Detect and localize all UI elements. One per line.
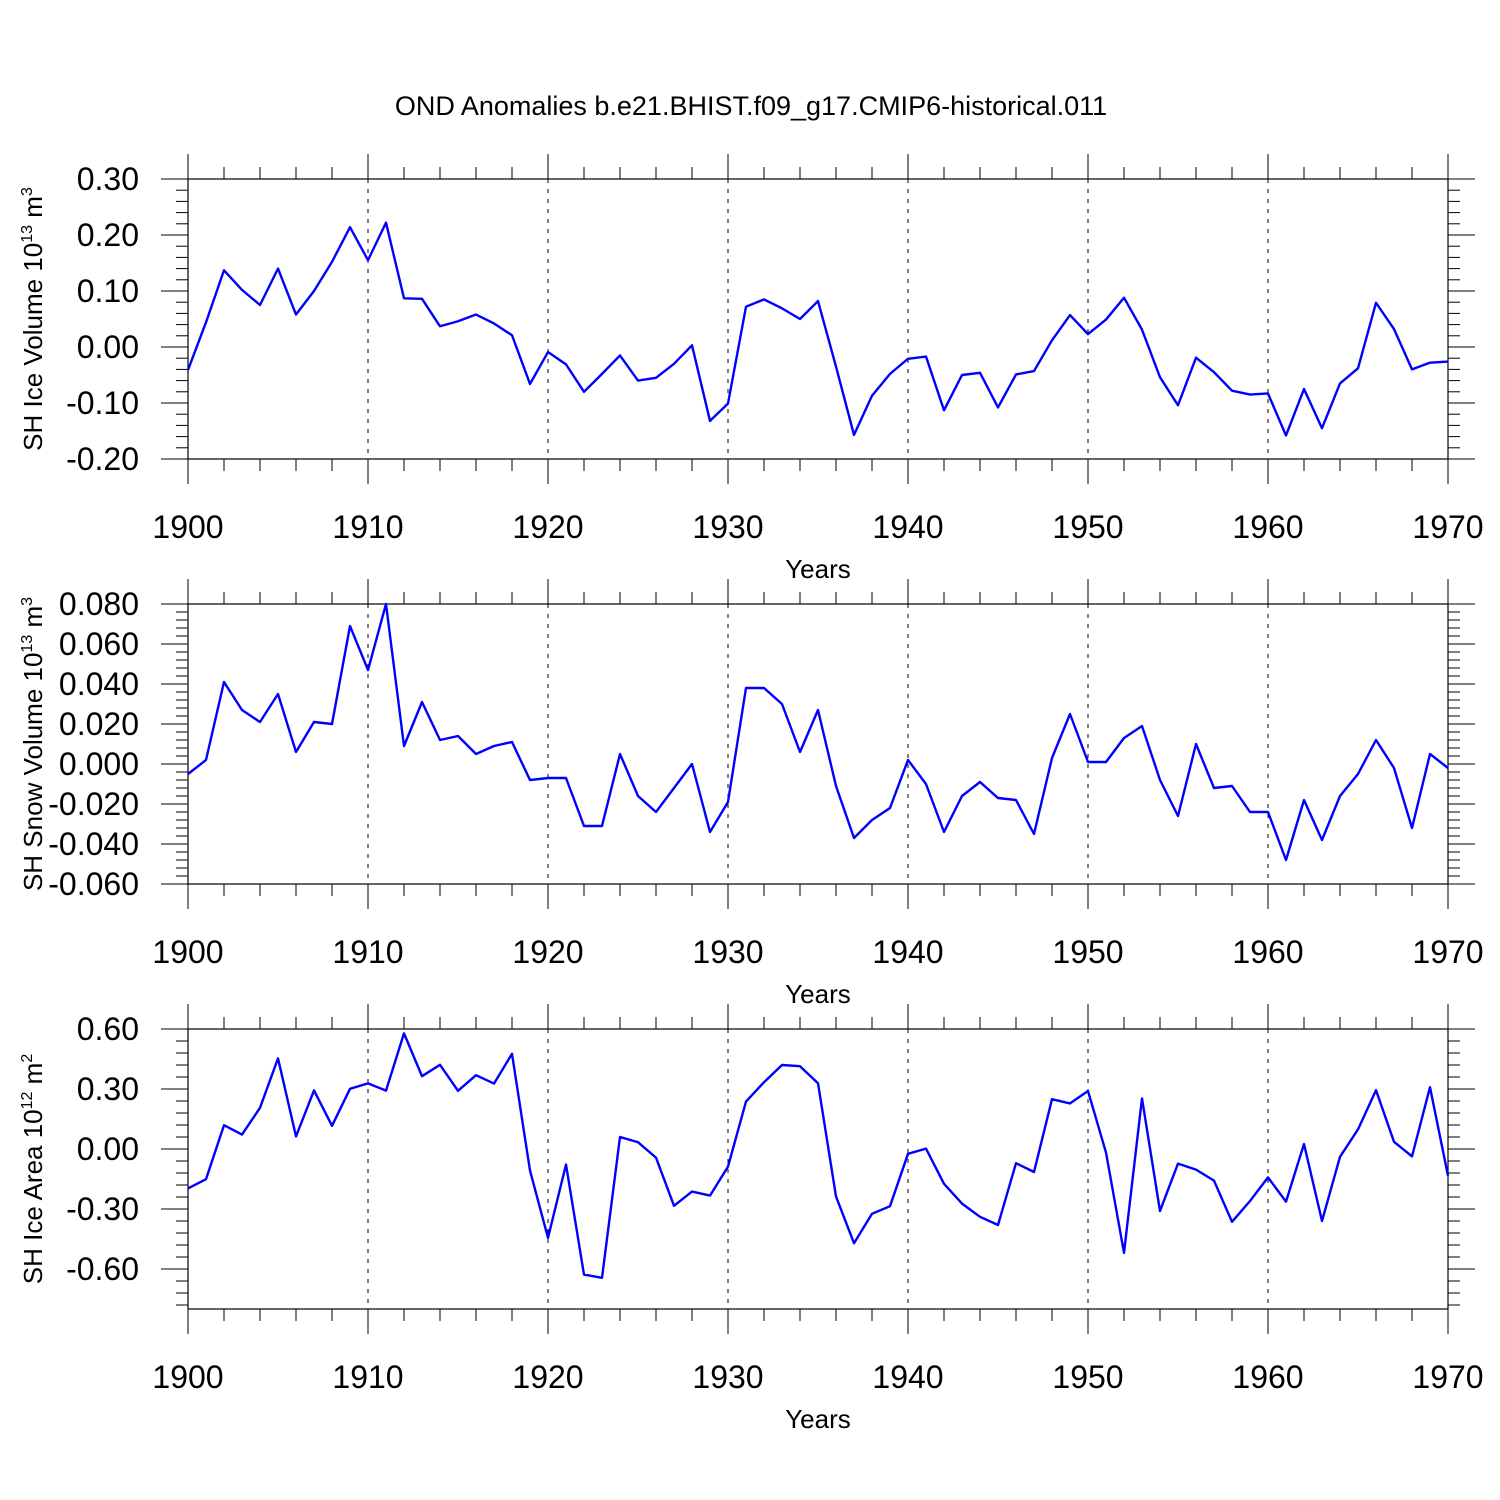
x-tick-label: 1960 — [1232, 509, 1303, 545]
x-tick-label: 1970 — [1412, 934, 1483, 970]
x-tick-label: 1910 — [332, 509, 403, 545]
series-line-snow-volume — [187, 602, 1449, 862]
y-axis-label-part: SH Ice Area 10 — [18, 1109, 48, 1284]
panel-ice-area: 1900 1910 1920 1930 1940 1950 1960 1970 Years -0.… — [18, 1004, 1484, 1434]
y-tick-label: 0.020 — [59, 706, 139, 742]
y-tick-label: -0.10 — [66, 385, 139, 421]
x-tick-label: 1910 — [332, 1359, 403, 1395]
series-line-ice-volume — [186, 221, 1449, 437]
x-tick-label: 1930 — [692, 1359, 763, 1395]
plot-frame — [187, 178, 1449, 460]
plot-frame — [187, 1028, 1449, 1310]
y-axis-label-part: m — [18, 1063, 48, 1092]
x-tick-label: 1900 — [152, 934, 223, 970]
plot-frame — [187, 603, 1449, 885]
y-tick-label: 0.60 — [77, 1011, 139, 1047]
x-tick-label: 1920 — [512, 1359, 583, 1395]
x-tick-label: 1940 — [872, 509, 943, 545]
x-tick-label: 1970 — [1412, 1359, 1483, 1395]
y-axis-label: SH Ice Area 1012 m2 — [18, 1054, 48, 1285]
x-tick-label: 1960 — [1232, 1359, 1303, 1395]
y-axis-label-exponent: 13 — [19, 225, 36, 243]
x-tick-label: 1950 — [1052, 509, 1123, 545]
y-axis-label-part: m — [18, 196, 48, 225]
y-axis-label-exponent: 3 — [19, 187, 36, 196]
y-axis-label-exponent: 13 — [19, 635, 36, 653]
y-tick-label: 0.00 — [77, 329, 139, 365]
x-axis-label: Years — [785, 979, 851, 1009]
y-axis-label: SH Ice Volume 1013 m3 — [18, 187, 48, 451]
y-tick-label: 0.060 — [59, 626, 139, 662]
x-tick-label: 1900 — [152, 509, 223, 545]
y-tick-label: -0.20 — [66, 441, 139, 477]
y-tick-label: -0.30 — [66, 1191, 139, 1227]
x-tick-label: 1940 — [872, 934, 943, 970]
y-tick-label: 0.040 — [59, 666, 139, 702]
y-tick-label: 0.10 — [77, 273, 139, 309]
x-axis-label: Years — [785, 554, 851, 584]
panel-snow-volume: 1900 1910 1920 1930 1940 1950 1960 1970 Years -0.… — [18, 579, 1484, 1009]
y-tick-label: 0.30 — [77, 1071, 139, 1107]
y-tick-label: -0.060 — [48, 866, 139, 902]
x-axis-label: Years — [785, 1404, 851, 1434]
y-tick-label: -0.020 — [48, 786, 139, 822]
x-tick-label: 1960 — [1232, 934, 1303, 970]
y-axis-label-exponent: 12 — [19, 1091, 36, 1109]
y-tick-label: 0.30 — [77, 161, 139, 197]
y-axis-label-part: m — [18, 606, 48, 635]
x-tick-label: 1950 — [1052, 1359, 1123, 1395]
y-tick-label: 0.080 — [59, 586, 139, 622]
panels: 1900 1910 1920 1930 1940 1950 1960 1970 Years -0.… — [18, 154, 1484, 1434]
y-axis-label-exponent: 3 — [19, 597, 36, 606]
x-tick-label: 1920 — [512, 934, 583, 970]
y-axis-label-part: SH Ice Volume 10 — [18, 243, 48, 451]
series-line-ice-area — [187, 1032, 1450, 1280]
y-axis-label: SH Snow Volume 1013 m3 — [18, 597, 48, 891]
y-tick-label: 0.000 — [59, 746, 139, 782]
y-axis-label-exponent: 2 — [19, 1054, 36, 1063]
x-tick-label: 1930 — [692, 509, 763, 545]
y-tick-label: -0.040 — [48, 826, 139, 862]
x-tick-label: 1900 — [152, 1359, 223, 1395]
x-tick-label: 1930 — [692, 934, 763, 970]
y-tick-label: 0.20 — [77, 217, 139, 253]
x-tick-label: 1910 — [332, 934, 403, 970]
y-axis-label-part: SH Snow Volume 10 — [18, 653, 48, 891]
x-tick-label: 1920 — [512, 509, 583, 545]
x-tick-label: 1970 — [1412, 509, 1483, 545]
y-tick-label: -0.60 — [66, 1251, 139, 1287]
y-tick-label: 0.00 — [77, 1131, 139, 1167]
x-tick-label: 1940 — [872, 1359, 943, 1395]
panel-ice-volume: 1900 1910 1920 1930 1940 1950 1960 1970 Years -0.… — [18, 154, 1484, 584]
x-tick-label: 1950 — [1052, 934, 1123, 970]
figure-title: OND Anomalies b.e21.BHIST.f09_g17.CMIP6-… — [395, 91, 1107, 121]
